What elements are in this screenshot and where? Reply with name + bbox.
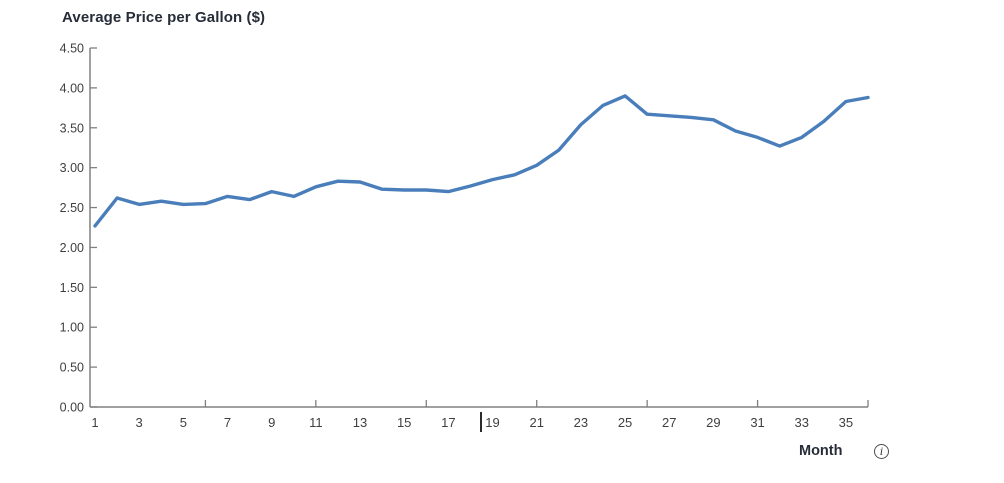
x-tick-label: 15: [397, 415, 411, 430]
x-tick-label: 27: [662, 415, 676, 430]
x-tick-label: 5: [180, 415, 187, 430]
x-tick-label: 33: [795, 415, 809, 430]
x-tick-label: 23: [574, 415, 588, 430]
x-axis-title: Month: [799, 443, 843, 459]
y-tick-label: 2.50: [60, 201, 84, 215]
x-tick-label: 31: [750, 415, 764, 430]
y-tick-label: 3.50: [60, 121, 84, 135]
x-tick-label: 35: [839, 415, 853, 430]
x-tick-label: 21: [529, 415, 543, 430]
y-tick-label: 0.00: [60, 401, 84, 415]
x-tick-label: 13: [353, 415, 367, 430]
y-tick-label: 4.50: [60, 42, 84, 56]
chart-title: Average Price per Gallon ($): [62, 9, 266, 26]
y-tick-label: 3.00: [60, 161, 84, 175]
x-tick-label: 1: [91, 415, 98, 430]
x-tick-label: 25: [618, 415, 632, 430]
x-tick-label: 17: [441, 415, 455, 430]
x-tick-label: 3: [136, 415, 143, 430]
y-tick-label: 4.00: [60, 81, 84, 95]
y-tick-label: 1.00: [60, 321, 84, 335]
x-tick-label: 29: [706, 415, 720, 430]
x-tick-label: 19: [485, 415, 499, 430]
y-tick-label: 2.00: [60, 241, 84, 255]
price-series-line: [93, 94, 870, 228]
text-cursor-artifact: [480, 412, 482, 432]
x-tick-label: 7: [224, 415, 231, 430]
info-icon[interactable]: i: [874, 444, 889, 459]
y-tick-label: 0.50: [60, 361, 84, 375]
x-tick-label: 11: [309, 415, 323, 430]
y-tick-label: 1.50: [60, 281, 84, 295]
x-tick-label: 9: [268, 415, 275, 430]
